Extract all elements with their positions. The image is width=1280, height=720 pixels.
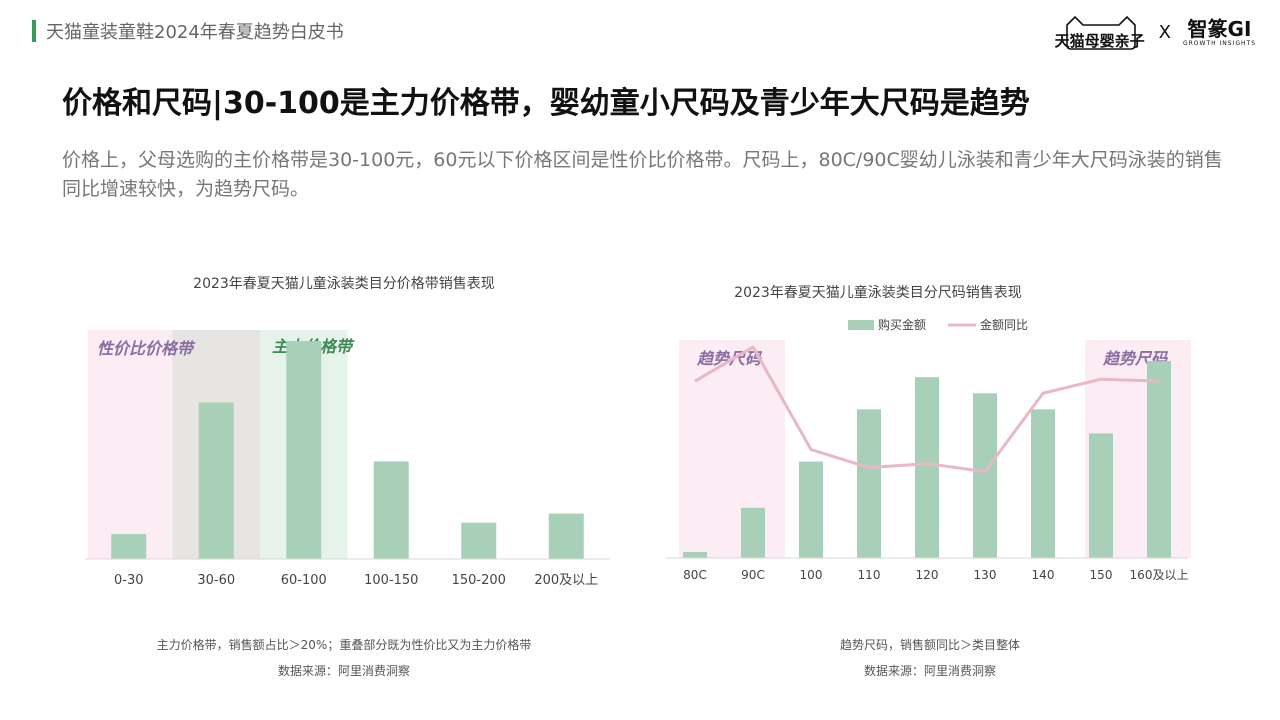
price-band-chart-note: 主力价格带，销售额占比＞20%；重叠部分既为性价比又为主力价格带 [156,638,532,652]
x-tick-label: 110 [858,568,881,582]
bar [111,534,147,559]
x-tick-label: 130 [974,568,997,582]
x-tick-label: 60-100 [281,573,327,588]
chart-title: 2023年春夏天猫儿童泳装类目分价格带销售表现 [193,275,495,292]
legend-line-label: 金额同比 [980,317,1028,332]
gi-logo-text: 智篆GI [1187,16,1252,41]
x-tick-label: 30-60 [197,573,235,588]
gi-logo-subtext: GROWTH INSIGHTS [1182,39,1256,47]
bar [973,393,997,558]
x-tick-label: 140 [1032,568,1055,582]
bar [683,551,707,558]
x-tick-label: 90C [741,568,765,582]
bar [286,341,322,559]
legend-bar-swatch [848,320,874,330]
bar [373,461,409,559]
document-title: 天猫童装童鞋2024年春夏趋势白皮书 [46,22,344,43]
x-tick-label: 0-30 [114,573,144,588]
x-tick-label: 100-150 [364,573,418,588]
chart-title: 2023年春夏天猫儿童泳装类目分尺码销售表现 [734,284,1022,301]
tmall-logo-text: 天猫母婴亲子 [1054,32,1145,50]
tmall-logo: 天猫母婴亲子 [1055,13,1147,51]
x-tick-label: 160及以上 [1130,568,1189,582]
size-chart-note: 趋势尺码，销售额同比＞类目整体 [839,638,1020,652]
page-subtitle: 价格上，父母选购的主价格带是30-100元，60元以下价格区间是性价比价格带。尺… [62,149,1223,200]
x-tick-label: 150 [1090,568,1113,582]
bar [1031,409,1055,558]
bar [741,507,765,558]
logo-separator: X [1158,21,1171,43]
size-chart-source: 数据来源：阿里消费洞察 [863,664,996,678]
bar [461,522,497,559]
bar [799,461,823,558]
x-tick-label: 200及以上 [534,573,598,588]
page-title: 价格和尺码|30-100是主力价格带，婴幼童小尺码及青少年大尺码是趋势 [62,86,1030,121]
bar [1089,433,1113,558]
tmall-cat-icon [1065,15,1136,50]
header-accent-bar [32,20,36,42]
trend-size-label: 趋势尺码 [696,349,763,368]
price-band-chart-source: 数据来源：阿里消费洞察 [277,664,410,678]
x-tick-label: 100 [800,568,823,582]
value-band-label: 性价比价格带 [97,339,196,358]
bar [1147,361,1171,558]
price-band-chart-svg: 性价比价格带主力价格带2023年春夏天猫儿童泳装类目分价格带销售表现0-3030… [85,275,610,588]
size-chart: 趋势尺码 趋势尺码 2023年春夏天猫儿童泳装类目分尺码销售表现 购买金额 金额同比 80… [650,262,1210,692]
x-tick-label: 150-200 [452,573,506,588]
logo-group: 天猫母婴亲子 X 智篆GI GROWTH INSIGHTS [1055,12,1256,52]
bar [857,409,881,558]
bar [198,402,234,559]
trend-size-highlight [679,340,785,558]
yoy-growth-line [694,345,1160,474]
x-tick-label: 120 [916,568,939,582]
legend-bar-label: 购买金额 [878,317,926,332]
bar [915,377,939,558]
x-tick-label: 80C [683,568,707,582]
gi-logo: 智篆GI GROWTH INSIGHTS [1183,18,1256,47]
price-band-chart: 性价比价格带主力价格带2023年春夏天猫儿童泳装类目分价格带销售表现0-3030… [60,262,628,692]
bar [548,513,584,559]
